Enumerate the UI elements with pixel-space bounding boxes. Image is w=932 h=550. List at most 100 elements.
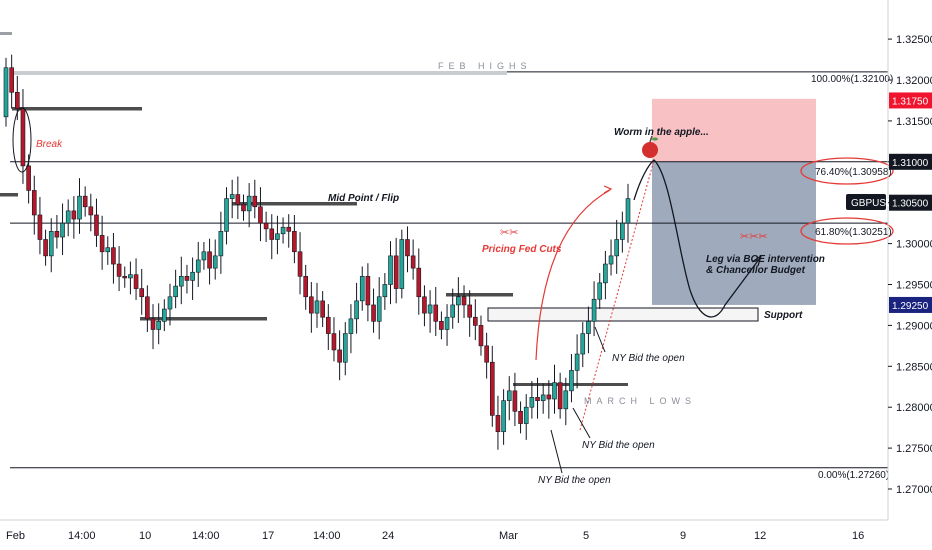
candle: [563, 390, 569, 410]
candle: [337, 349, 342, 363]
candle: [314, 300, 320, 314]
ny-bid-label-2: NY Bid the open: [582, 440, 655, 451]
candle: [382, 284, 388, 298]
candle: [94, 214, 99, 236]
candle: [43, 239, 48, 257]
candle: [416, 267, 422, 298]
pricing-fed-label: Pricing Fed Cuts: [482, 244, 562, 255]
x-tick: Mar: [499, 530, 518, 542]
candle: [456, 296, 461, 306]
candle: [535, 397, 540, 401]
target-zone: [652, 98, 816, 162]
candle: [501, 400, 506, 433]
scissors-icon: ✂✂✂: [740, 230, 768, 243]
candle: [309, 296, 314, 314]
leg-label-2: & Chancellor Budget: [706, 265, 806, 276]
candle: [495, 415, 501, 433]
price-badges: 1.31750 1.31000 1.30500 1.29250: [889, 92, 932, 313]
candle: [162, 308, 167, 322]
fib-76-label: 76.40%(1.30958): [815, 167, 892, 178]
candle: [156, 321, 161, 330]
rally-arrowhead: [603, 185, 613, 194]
candle: [128, 274, 133, 279]
candle: [212, 255, 218, 269]
candle: [512, 390, 518, 412]
candle: [246, 195, 252, 212]
apple-icon: [642, 135, 658, 158]
candle: [365, 276, 371, 306]
y-tick-label: 1.29000: [896, 320, 932, 332]
candle: [275, 233, 280, 240]
support-box: [487, 307, 759, 322]
candle: [484, 345, 489, 363]
ny-bid-pointer-2: [572, 407, 591, 439]
projection-paths: [12, 107, 894, 474]
candle: [88, 206, 94, 216]
fib-76-ellipse: [800, 157, 894, 185]
candle: [608, 255, 614, 265]
candle: [433, 304, 439, 322]
ny-bid-pointer-1: [594, 326, 606, 353]
candle: [77, 195, 82, 220]
candle: [60, 222, 65, 238]
candle: [280, 226, 286, 235]
candle: [303, 276, 308, 298]
candle: [439, 321, 444, 330]
candle: [37, 214, 43, 240]
candle: [422, 296, 427, 314]
candle: [450, 304, 456, 318]
left-bar: [0, 193, 18, 197]
candle: [292, 231, 297, 253]
rally-arrow: [535, 189, 611, 361]
corner-mark: [0, 32, 12, 35]
candle: [461, 296, 467, 306]
candle: [546, 394, 552, 400]
candle: [506, 390, 512, 401]
time-axis[interactable]: Feb 14:00 10 14:00 17 14:00 24 Mar 5 9 1…: [6, 530, 864, 542]
candle: [614, 239, 619, 257]
fib-61-ellipse: [800, 217, 894, 245]
candle: [297, 251, 303, 277]
candle: [371, 304, 376, 322]
candle: [523, 406, 529, 424]
candle: [184, 276, 190, 281]
candle: [574, 353, 580, 371]
candle: [122, 276, 128, 279]
support-label: Support: [764, 310, 803, 321]
ny-bid-label-1: NY Bid the open: [612, 353, 685, 364]
trend-dotted: [579, 159, 655, 431]
candle: [235, 194, 241, 205]
price-badge-label: 1.31000: [892, 158, 929, 169]
candle: [331, 333, 337, 351]
price-badge-label: 1.31750: [892, 96, 929, 107]
price-badge-label: 1.30500: [892, 199, 929, 210]
candle: [348, 318, 354, 334]
candle: [111, 247, 116, 265]
candle: [99, 235, 105, 253]
candle: [625, 198, 631, 224]
candle: [71, 210, 77, 220]
candle: [241, 204, 246, 212]
candle: [359, 276, 365, 302]
x-tick: 16: [852, 530, 864, 542]
candle: [286, 226, 292, 232]
candle: [591, 298, 597, 322]
candle: [393, 255, 399, 289]
ny-bid-pointer-3: [550, 429, 563, 474]
candle: [26, 165, 31, 191]
candle: [269, 228, 275, 240]
candles-layer: [3, 54, 631, 450]
candle: [3, 67, 9, 118]
x-tick: 14:00: [313, 530, 341, 542]
march-lows-label: MARCH LOWS: [584, 396, 696, 406]
candle: [427, 304, 433, 314]
candle: [518, 410, 523, 424]
candle: [167, 296, 173, 310]
candle: [178, 276, 184, 287]
candle: [489, 361, 495, 416]
candle: [569, 370, 574, 392]
break-label: Break: [36, 139, 63, 150]
price-badge: [889, 153, 932, 170]
projection-arrowhead: [751, 254, 763, 267]
